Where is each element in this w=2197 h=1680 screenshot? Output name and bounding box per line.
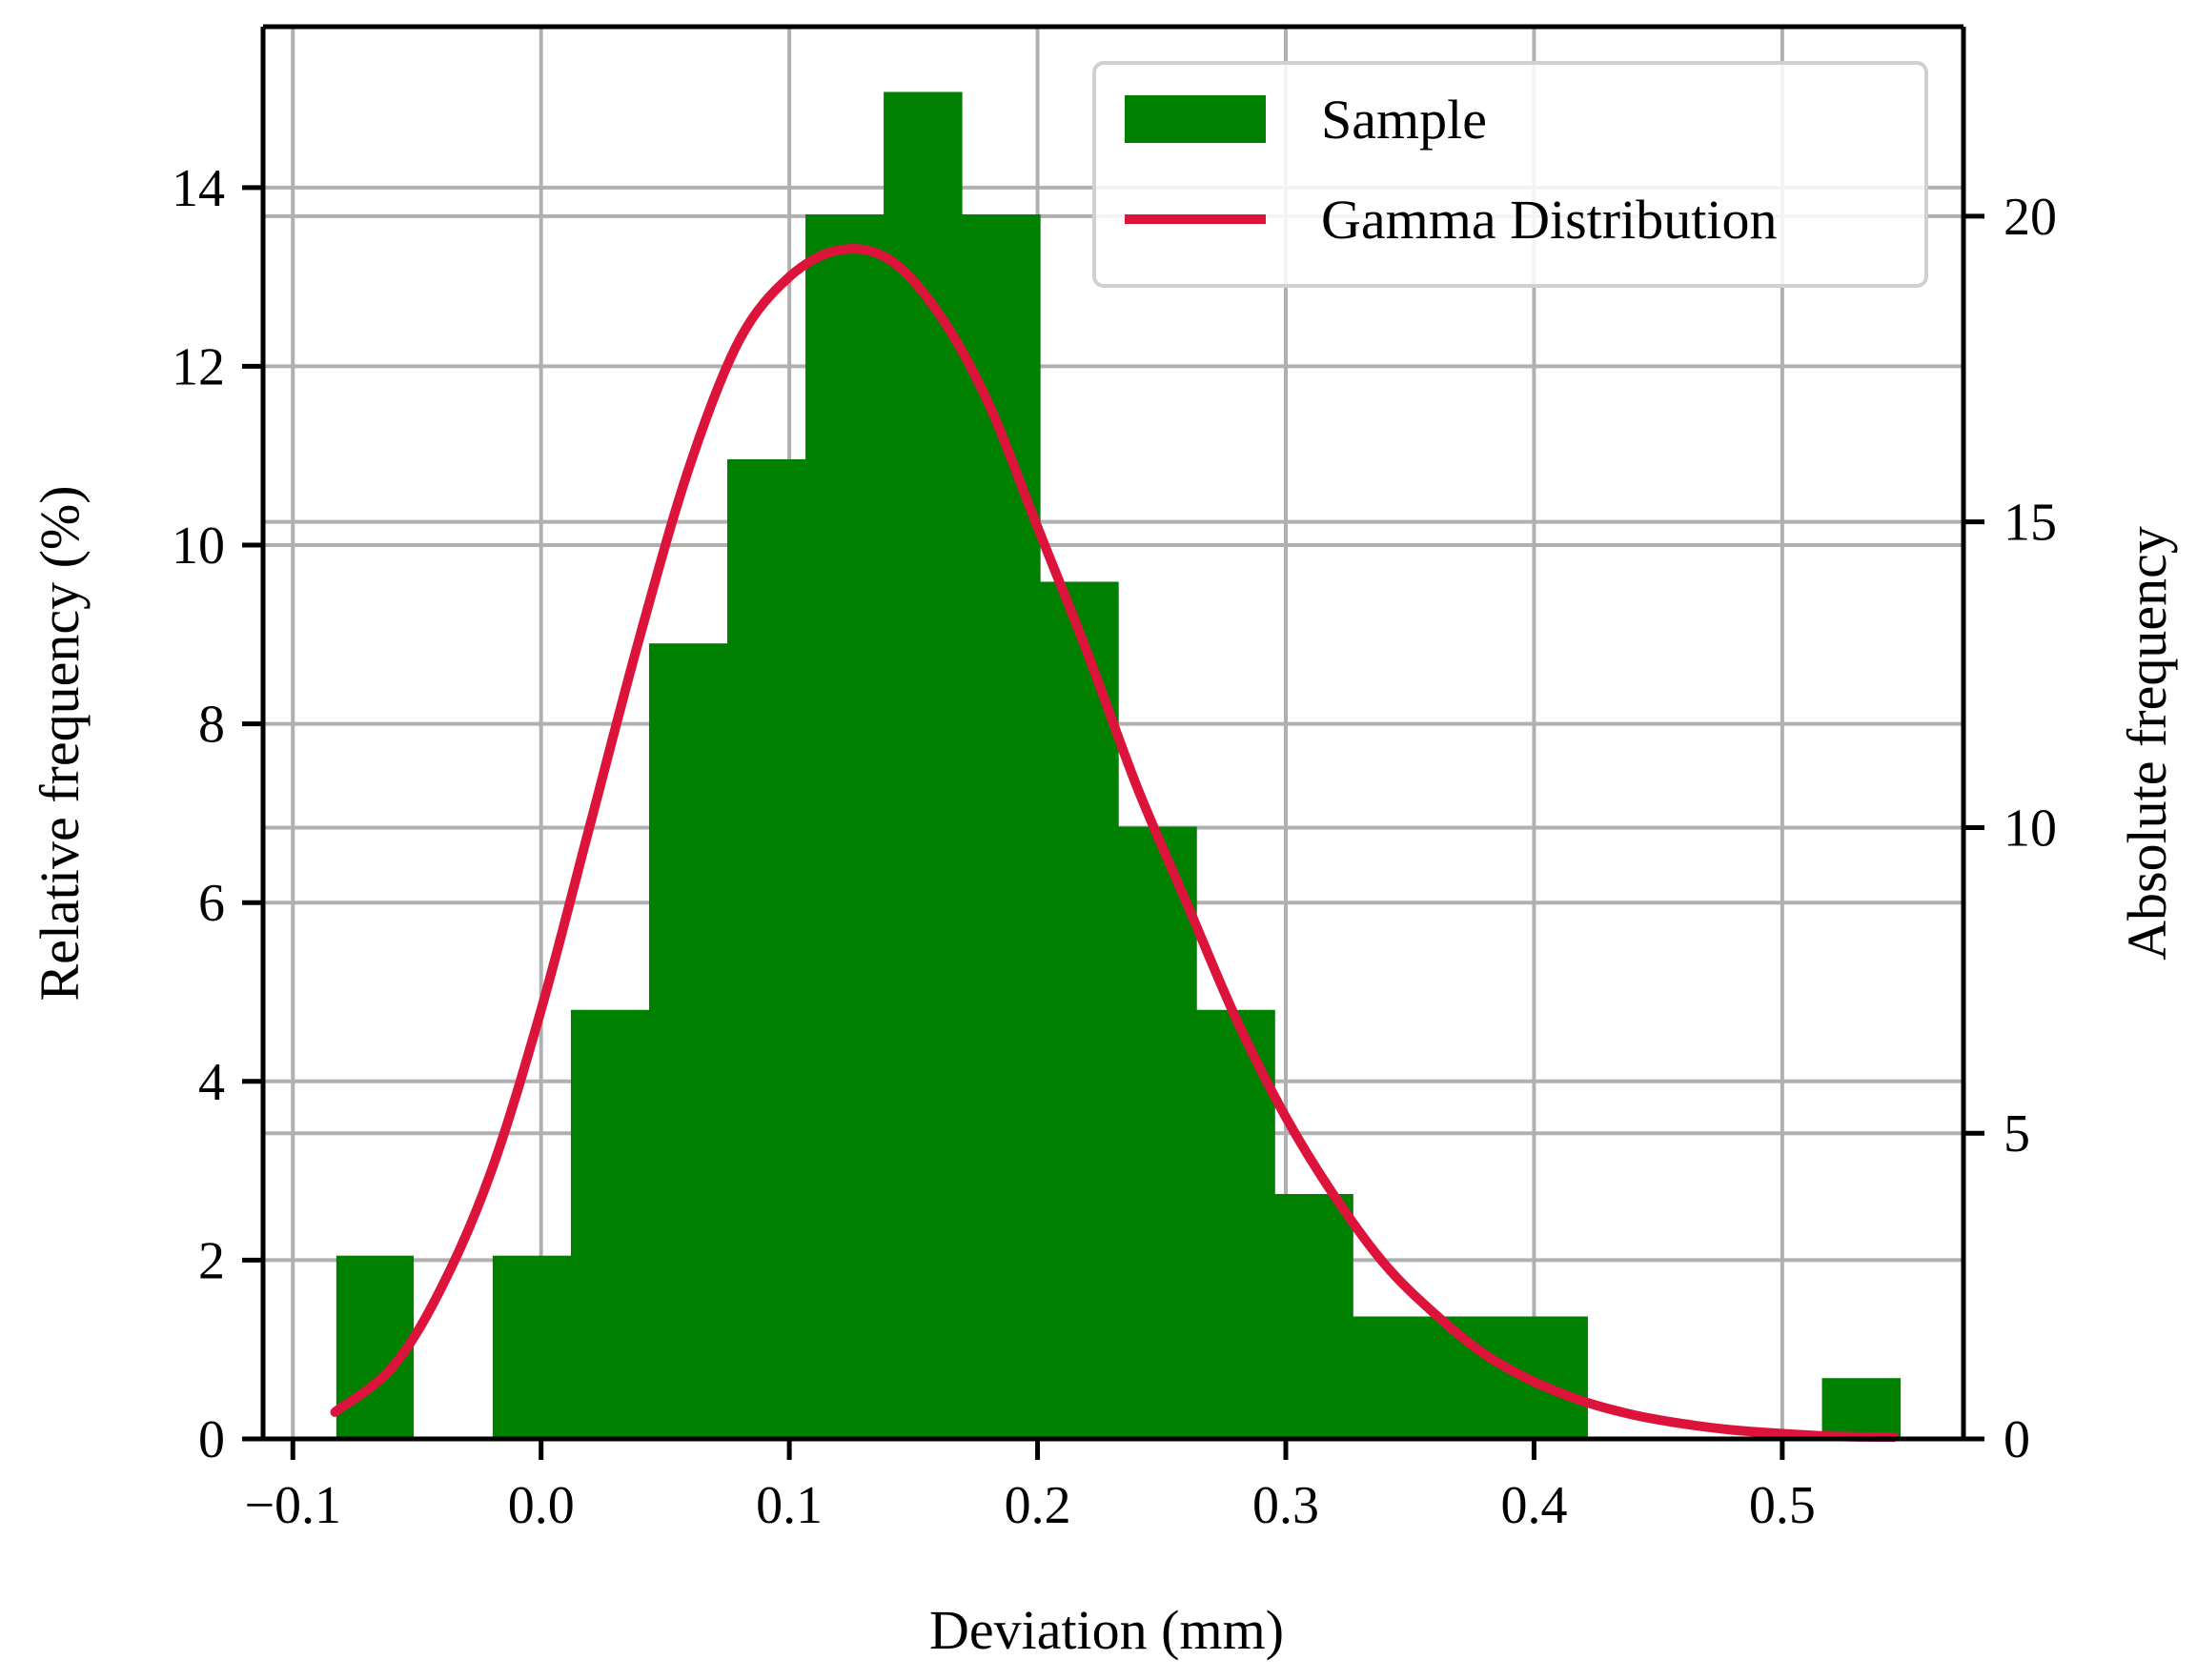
x-tick-label-0: −0.1 (244, 1476, 341, 1535)
y-tick-label-0: 0 (198, 1410, 225, 1469)
legend-box (1092, 61, 1928, 288)
gamma-distribution-curve (330, 244, 1900, 1443)
y-tick-label-5: 10 (172, 516, 225, 576)
y-axis-title: Relative frequency (%) (29, 485, 91, 1001)
x-tick-label-3: 0.2 (1005, 1476, 1071, 1535)
y2-tick-label-4: 20 (2004, 188, 2057, 247)
legend-label-gamma: Gamma Distribution (1321, 189, 1777, 251)
y-tick-label-2: 4 (198, 1053, 225, 1112)
axes (260, 24, 1966, 1442)
x-tick-label-4: 0.3 (1252, 1476, 1319, 1535)
histogram-bar-6 (805, 213, 885, 1439)
ticks: −0.1 0.0 0.1 0.2 0.3 0.4 0.5 0 2 4 6 8 10 12 14 0 5 10 15 2… (172, 159, 2057, 1535)
histogram-bar-0 (336, 1255, 415, 1439)
y-tick-label-7: 14 (172, 159, 225, 218)
gamma-curve-layer (330, 244, 1900, 1443)
histogram-bar-10 (1118, 826, 1197, 1439)
histogram-bar-9 (1040, 581, 1119, 1439)
histogram-bar-19 (1821, 1378, 1902, 1439)
histogram-bar-12 (1274, 1193, 1353, 1439)
histogram-bar-7 (884, 91, 963, 1439)
histogram-bar-2 (492, 1255, 572, 1439)
histogram-bar-14 (1431, 1316, 1510, 1439)
legend: Sample Gamma Distribution (1092, 61, 1928, 288)
y-tick-label-4: 8 (198, 696, 225, 755)
histogram-bar-13 (1353, 1316, 1432, 1439)
legend-swatch-sample (1125, 95, 1266, 143)
y2-tick-label-3: 15 (2004, 494, 2057, 553)
y-tick-label-3: 6 (198, 874, 225, 933)
y2-tick-label-1: 5 (2004, 1104, 2030, 1164)
x-tick-label-2: 0.1 (756, 1476, 823, 1535)
histogram-bar-5 (727, 458, 806, 1439)
y-tick-label-1: 2 (198, 1231, 225, 1290)
histogram-bar-3 (570, 1009, 650, 1439)
legend-label-sample: Sample (1321, 89, 1487, 151)
y2-axis-title: Absolute frequency (2116, 526, 2178, 961)
y-tick-label-6: 12 (172, 337, 225, 396)
x-tick-label-1: 0.0 (508, 1476, 575, 1535)
y2-tick-label-2: 10 (2004, 799, 2057, 858)
x-axis-title: Deviation (mm) (929, 1599, 1284, 1661)
x-tick-label-5: 0.4 (1500, 1476, 1567, 1535)
y2-tick-label-0: 0 (2004, 1410, 2030, 1469)
sample-bars (336, 91, 1902, 1439)
histogram-bar-4 (648, 643, 728, 1439)
x-tick-label-6: 0.5 (1749, 1476, 1816, 1535)
histogram-bar-8 (962, 213, 1041, 1439)
